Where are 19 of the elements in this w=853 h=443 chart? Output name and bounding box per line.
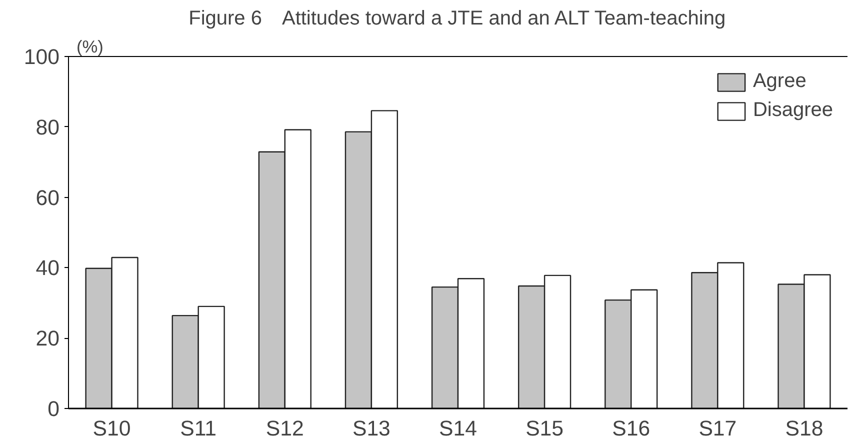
y-tick-label: 80 <box>36 115 60 140</box>
x-tick-label: S12 <box>266 416 304 440</box>
x-tick-label: S11 <box>180 416 217 440</box>
y-tick-label: 100 <box>24 45 60 69</box>
x-tick-label: S13 <box>352 416 390 440</box>
x-tick-label: S17 <box>698 416 737 440</box>
x-tick-label: S10 <box>92 416 131 440</box>
y-axis-title: (%) <box>76 36 104 56</box>
y-tick-label: 0 <box>48 397 60 421</box>
x-tick-label: S18 <box>785 416 824 440</box>
x-tick-label: S15 <box>526 416 564 440</box>
y-tick-label: 20 <box>36 326 60 351</box>
x-tick-label: S16 <box>612 416 650 440</box>
x-tick-label: S14 <box>439 416 478 440</box>
y-tick-label: 60 <box>36 186 60 210</box>
legend-label: Agree <box>752 70 806 93</box>
chart-title: Figure 6 Attitudes toward a JTE and an ALT Team-teaching <box>188 8 726 30</box>
y-tick-label: 40 <box>36 256 60 280</box>
legend-label: Disagree <box>752 99 833 122</box>
